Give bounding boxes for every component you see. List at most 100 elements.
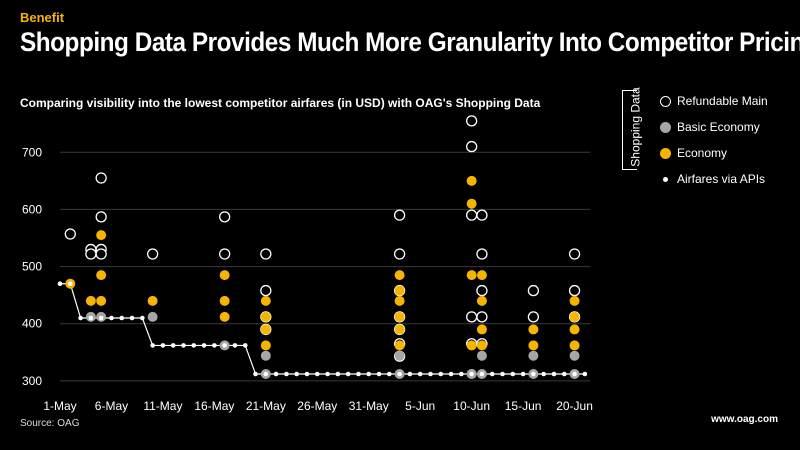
- api-point: [417, 371, 423, 377]
- x-tick-label: 6-May: [95, 399, 128, 413]
- x-tick-label: 31-May: [349, 399, 389, 413]
- eyebrow-label: Benefit: [20, 10, 65, 25]
- api-point: [263, 371, 269, 377]
- refundable-main-point: [476, 284, 488, 297]
- api-point: [489, 371, 495, 377]
- economy-point: [147, 295, 158, 306]
- small-dot-icon: [663, 176, 668, 182]
- y-tick-label: 700: [22, 145, 42, 159]
- api-point: [129, 315, 135, 321]
- refundable-main-point: [466, 209, 478, 221]
- api-point: [459, 371, 464, 377]
- refundable-main-point: [393, 209, 406, 221]
- economy-point: [476, 270, 487, 281]
- api-point: [181, 343, 186, 348]
- api-point: [376, 371, 382, 377]
- refundable-main-point: [476, 248, 488, 260]
- basic-economy-point: [147, 311, 158, 322]
- economy-point: [528, 324, 539, 335]
- refundable-main-point: [64, 228, 76, 240]
- x-tick-label: 20-Jun: [556, 399, 593, 413]
- x-tick-label: 10-Jun: [453, 399, 490, 413]
- y-tick-label: 500: [22, 260, 42, 274]
- gray-dot-icon: [660, 121, 671, 133]
- source-note: Source: OAG: [20, 418, 80, 429]
- economy-point: [394, 295, 405, 306]
- legend-item-api-airfares: Airfares via APIs: [660, 172, 765, 186]
- api-point: [160, 343, 166, 348]
- api-point: [366, 371, 372, 377]
- economy-point: [466, 340, 477, 351]
- api-point: [109, 315, 114, 321]
- x-tick-label: 15-Jun: [505, 399, 542, 413]
- refundable-main-point: [219, 211, 231, 223]
- api-point: [531, 371, 536, 377]
- api-point: [407, 371, 413, 377]
- api-point: [510, 371, 516, 377]
- x-tick-label: 16-May: [194, 399, 234, 413]
- api-point: [561, 371, 567, 377]
- economy-point: [260, 311, 271, 322]
- refundable-main-point: [95, 248, 107, 260]
- api-point: [387, 371, 392, 377]
- basic-economy-point: [476, 350, 487, 361]
- economy-point: [394, 311, 405, 322]
- api-point: [253, 371, 258, 377]
- legend: Shopping Data Refundable Main Basic Econ…: [622, 87, 792, 190]
- refundable-main-point: [568, 284, 581, 297]
- economy-point: [96, 295, 107, 306]
- economy-point: [96, 230, 107, 241]
- economy-point: [569, 295, 580, 306]
- refundable-main-point: [568, 248, 581, 260]
- api-point: [325, 371, 330, 377]
- economy-point: [394, 340, 405, 351]
- api-point: [500, 371, 505, 377]
- refundable-main-point: [466, 140, 478, 153]
- economy-point: [394, 270, 405, 281]
- economy-point: [476, 324, 487, 335]
- api-point: [428, 371, 433, 377]
- api-point: [572, 371, 577, 377]
- api-point: [88, 315, 94, 321]
- api-point: [397, 371, 402, 377]
- x-tick-label: 11-May: [143, 399, 182, 413]
- economy-point: [260, 340, 271, 351]
- api-point: [78, 315, 83, 321]
- economy-point: [260, 324, 271, 335]
- x-tick-label: 5-Jun: [405, 399, 435, 413]
- economy-point: [528, 340, 539, 351]
- legend-group-label: Shopping Data: [628, 87, 643, 167]
- api-point: [232, 343, 238, 348]
- refundable-main-point: [146, 248, 159, 260]
- refundable-main-point: [260, 284, 272, 297]
- economy-point: [569, 324, 580, 335]
- api-point: [479, 371, 485, 377]
- api-point: [356, 371, 361, 377]
- economy-point: [394, 324, 405, 335]
- refundable-main-point: [476, 311, 488, 323]
- api-point: [170, 343, 176, 348]
- chart-subtitle: Comparing visibility into the lowest com…: [20, 96, 541, 110]
- api-point: [273, 371, 279, 377]
- economy-point: [219, 270, 230, 281]
- basic-economy-point: [569, 350, 580, 361]
- api-point: [448, 371, 454, 377]
- refundable-main-point: [466, 311, 478, 323]
- refundable-main-point: [85, 248, 97, 260]
- legend-label: Refundable Main: [677, 94, 768, 108]
- legend-item-economy: Economy: [660, 146, 727, 160]
- site-url: www.oag.com: [711, 414, 778, 425]
- api-point: [520, 371, 526, 377]
- y-tick-label: 600: [22, 202, 42, 216]
- basic-economy-point: [528, 350, 539, 361]
- api-point: [541, 371, 546, 377]
- api-point: [335, 371, 341, 377]
- y-tick-label: 400: [22, 317, 42, 331]
- economy-point: [466, 270, 477, 281]
- x-tick-label: 21-May: [246, 399, 286, 413]
- refundable-main-point: [466, 115, 478, 127]
- api-point: [284, 371, 289, 377]
- yellow-dot-icon: [660, 147, 671, 159]
- api-point: [212, 343, 217, 348]
- open-circle-icon: [660, 95, 671, 107]
